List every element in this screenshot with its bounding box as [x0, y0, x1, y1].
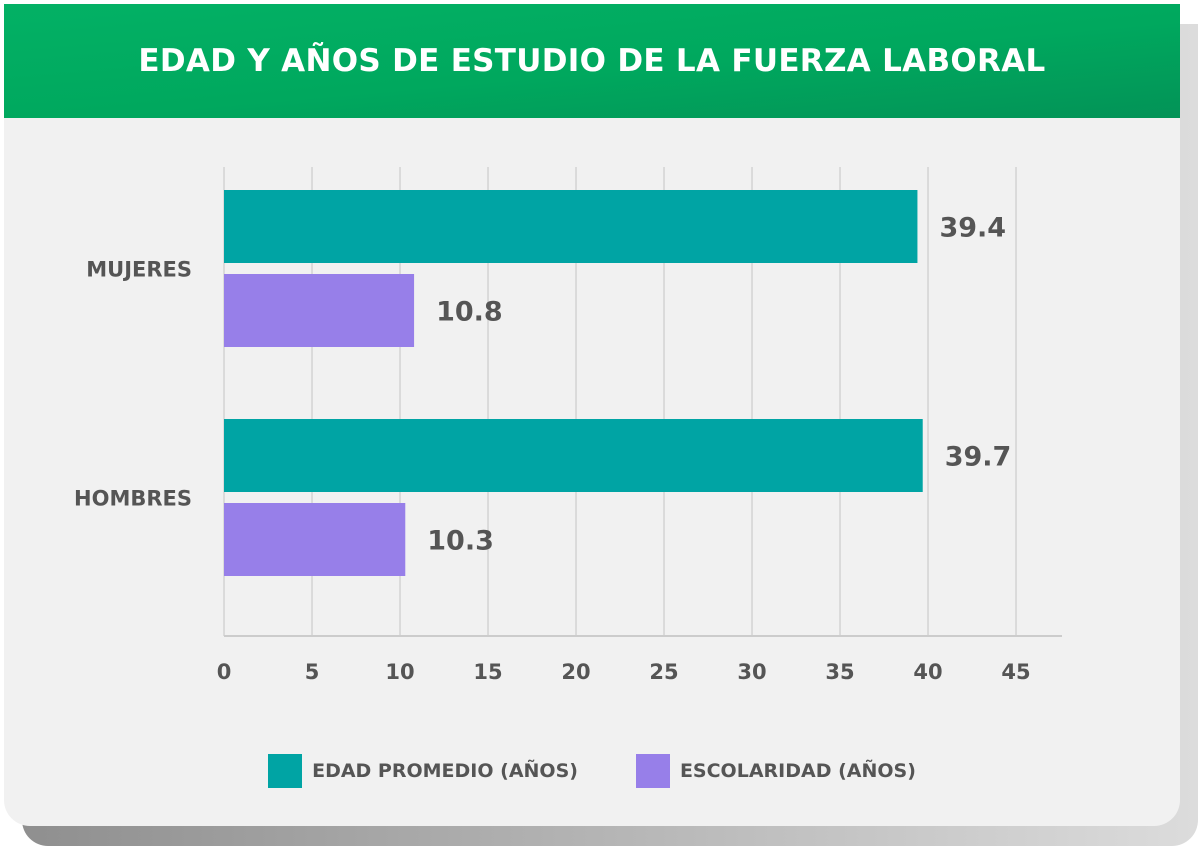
x-tick-label: 15 — [473, 660, 502, 684]
value-label: 10.3 — [427, 526, 494, 557]
chart-card: EDAD Y AÑOS DE ESTUDIO DE LA FUERZA LABO… — [4, 4, 1180, 826]
x-tick-label: 0 — [217, 660, 232, 684]
category-label-mujeres: MUJERES — [86, 258, 192, 282]
legend-swatch-edad — [268, 754, 303, 788]
value-labels: 39.4 10.8 39.7 10.3 — [427, 213, 1011, 557]
x-tick-label: 30 — [737, 660, 766, 684]
bar-escolaridad-mujeres — [224, 274, 415, 347]
bar-chart: 39.4 10.8 39.7 10.3 MUJERES HOMBRES 0 5 10 15 20… — [74, 167, 1062, 684]
x-tick-label: 35 — [825, 660, 854, 684]
legend-label-edad: EDAD PROMEDIO (AÑOS) — [312, 760, 578, 782]
category-labels: MUJERES HOMBRES — [74, 258, 192, 511]
bar-edad-hombres — [224, 419, 923, 492]
legend-item-escolaridad: ESCOLARIDAD (AÑOS) — [635, 754, 916, 788]
category-label-hombres: HOMBRES — [74, 487, 192, 511]
x-tick-label: 40 — [913, 660, 942, 684]
bar-escolaridad-hombres — [224, 503, 406, 576]
x-tick-labels: 0 5 10 15 20 25 30 35 40 45 — [217, 660, 1031, 684]
bars — [224, 190, 923, 576]
x-tick-label: 5 — [305, 660, 320, 684]
value-label: 39.4 — [939, 213, 1006, 244]
value-label: 39.7 — [945, 442, 1012, 473]
header-banner — [4, 4, 1180, 118]
x-tick-label: 10 — [385, 660, 414, 684]
x-tick-label: 20 — [561, 660, 590, 684]
x-tick-label: 45 — [1001, 660, 1030, 684]
value-label: 10.8 — [436, 297, 503, 328]
chart-title: EDAD Y AÑOS DE ESTUDIO DE LA FUERZA LABO… — [138, 43, 1046, 79]
legend-label-escolaridad: ESCOLARIDAD (AÑOS) — [679, 760, 916, 782]
legend-swatch-escolaridad — [635, 754, 670, 788]
legend-item-edad: EDAD PROMEDIO (AÑOS) — [268, 754, 578, 788]
x-tick-label: 25 — [649, 660, 678, 684]
legend: EDAD PROMEDIO (AÑOS) ESCOLARIDAD (AÑOS) — [4, 754, 1180, 788]
bar-edad-mujeres — [224, 190, 918, 263]
